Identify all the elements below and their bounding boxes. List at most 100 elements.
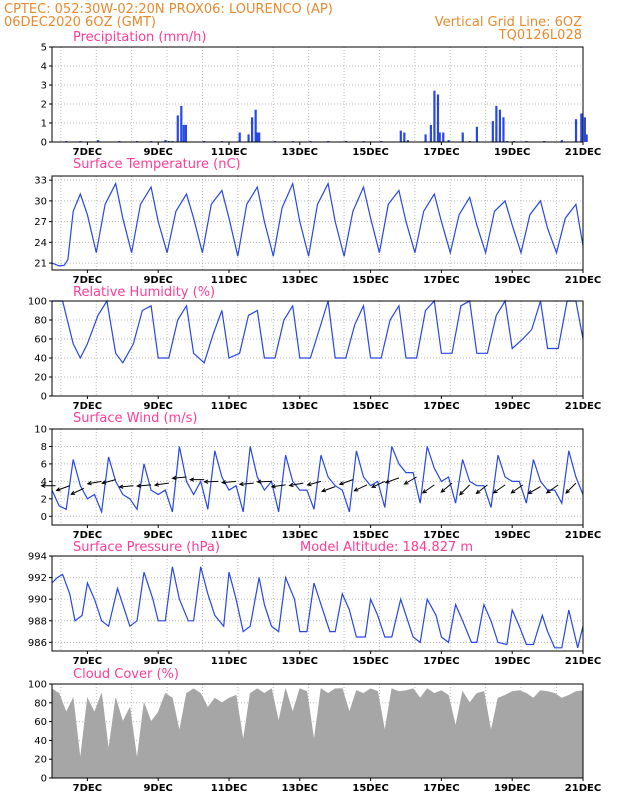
precip-bar [498,109,502,142]
precip-bar [176,115,179,142]
pressure-xtick-label: 21DEC [565,656,601,667]
wind-arrow-head [421,489,427,494]
wind-arrow-head [136,483,142,488]
wind-arrow-head [270,484,276,489]
precip-bar [254,109,257,142]
precip-bar [447,140,450,142]
wind-arrow [440,482,453,493]
temperature-xtick-label: 9DEC [143,275,172,286]
header-model-id: TQ0126L028 [498,28,582,43]
wind-arrow-head [203,479,209,484]
wind-arrow [239,482,254,485]
precipitation-ytick-label: 3 [41,81,47,92]
header-location: CPTEC: 052:30W-02:20N PROX06: LOURENCO (… [4,2,333,17]
wind-arrow-head [440,488,446,493]
wind-arrow-head [86,481,92,486]
precip-bar [442,132,445,142]
precip-bar [491,121,494,142]
wind-arrow [528,486,541,495]
wind-xtick-label: 7DEC [73,530,102,541]
precip-bar [180,105,183,142]
wind-ytick-label: 6 [41,459,47,470]
precipitation-xtick-label: 11DEC [211,147,247,158]
wind-arrow-head [55,487,61,492]
temperature-xtick-label: 7DEC [73,275,102,286]
precip-bar [247,134,250,142]
humidity-ytick-label: 60 [34,335,47,346]
precipitation-xtick-label: 9DEC [143,147,172,158]
wind-arrow [137,484,152,487]
precipitation-xtick-label: 19DEC [494,147,530,158]
wind-arrow-head [306,481,312,487]
precipitation-xtick-label: 13DEC [282,147,318,158]
wind-arrow [476,484,488,494]
cloud-cover-panel: 0 20 40 60 80 100 7DEC 9DEC 11DEC 13DEC 15DEC 17DEC… [28,667,601,794]
cloud-cover-ytick-label: 40 [34,736,47,747]
wind-arrow-head [101,480,107,485]
pressure-ytick-label: 990 [28,595,47,606]
cloud-cover-xtick-label: 9DEC [143,783,172,794]
temperature-xtick-label: 17DEC [423,275,459,286]
precip-bar [475,126,478,142]
precip-bar [399,130,402,142]
cloud-cover-xtick-label: 7DEC [73,783,102,794]
wind-arrow-head [545,489,551,494]
precip-bar [184,124,188,142]
wind-arrow-head [70,490,76,495]
pressure-xtick-label: 15DEC [352,656,388,667]
pressure-ytick-label: 988 [28,616,47,627]
humidity-xtick-label: 11DEC [211,401,247,412]
wind-arrow [493,484,506,494]
humidity-xtick-label: 15DEC [352,401,388,412]
pressure-xtick-label: 9DEC [143,656,172,667]
pressure-xtick-label: 13DEC [282,656,318,667]
precip-bar [164,140,167,142]
cloud-cover-ytick-label: 20 [34,755,47,766]
temperature-xtick-label: 11DEC [211,275,247,286]
temperature-ytick-label: 24 [34,238,47,249]
wind-arrow-head [353,487,359,492]
temperature-frame [51,175,584,271]
wind-arrow-head [527,490,533,495]
wind-arrow [222,480,237,484]
wind-ytick-label: 0 [41,512,47,523]
wind-ytick-label: 4 [41,477,47,488]
wind-arrow [404,476,417,485]
wind-ytick-label: 2 [41,494,47,505]
cloud-cover-xtick-label: 15DEC [352,783,388,794]
precipitation-frame [51,46,584,143]
wind-arrow [154,482,169,486]
wind-arrow-head [459,490,464,496]
wind-ytick-label: 8 [41,442,47,453]
pressure-ytick-label: 986 [28,638,47,649]
pressure-title: Surface Pressure (hPa) [73,540,220,555]
cloud-cover-xtick-label: 13DEC [282,783,318,794]
wind-arrow [385,477,400,484]
wind-arrow [422,484,435,494]
cloud-cover-xtick-label: 11DEC [211,783,247,794]
wind-arrow [307,480,322,486]
wind-arrow-head [40,483,46,488]
wind-arrow-head [510,489,516,494]
wind-arrow [56,485,70,491]
precip-bar [424,134,427,142]
precipitation-ytick-label: 4 [41,62,47,73]
cloud-cover-ytick-label: 60 [34,717,47,728]
humidity-xtick-label: 9DEC [143,401,172,412]
humidity-ytick-label: 100 [28,297,47,308]
wind-arrow [289,482,304,487]
model-altitude-annotation: Model Altitude: 184.827 m [300,540,473,555]
cloud-cover-frame [51,683,584,779]
pressure-xtick-label: 11DEC [211,656,247,667]
wind-xtick-label: 9DEC [143,530,172,541]
wind-arrow [172,476,187,479]
precip-bar [256,132,259,142]
wind-arrow-head [256,479,262,484]
wind-arrow [321,486,336,492]
precip-bar [238,132,241,142]
wind-arrow [459,484,471,496]
temperature-ytick-label: 27 [34,217,47,228]
precip-bar [461,132,464,142]
precip-bar [495,105,498,142]
